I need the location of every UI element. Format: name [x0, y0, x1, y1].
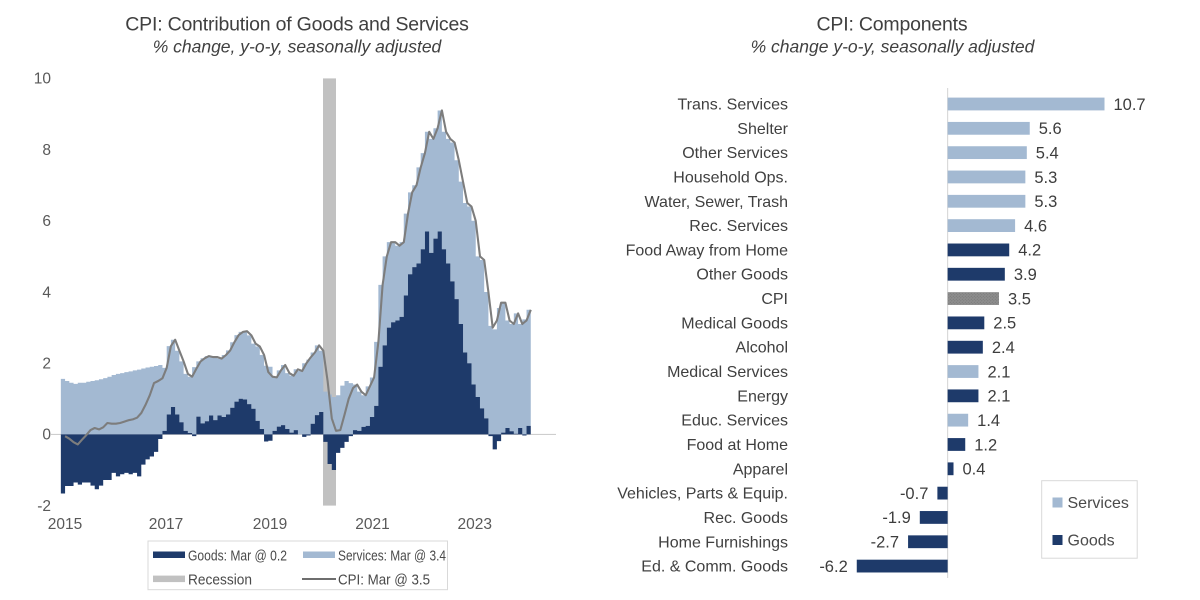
- svg-text:Goods: Mar @ 0.2: Goods: Mar @ 0.2: [188, 548, 287, 564]
- svg-text:Food at Home: Food at Home: [687, 437, 788, 454]
- svg-text:5.4: 5.4: [1036, 144, 1059, 162]
- svg-text:Services: Mar @ 3.4: Services: Mar @ 3.4: [338, 548, 446, 564]
- svg-text:-2.7: -2.7: [871, 534, 899, 552]
- svg-text:-0.7: -0.7: [900, 485, 928, 503]
- svg-text:Energy: Energy: [737, 388, 788, 405]
- svg-text:2023: 2023: [457, 516, 491, 533]
- svg-text:5.3: 5.3: [1034, 169, 1057, 187]
- svg-text:Home Furnishings: Home Furnishings: [658, 534, 788, 551]
- svg-text:0: 0: [42, 427, 51, 444]
- svg-text:10: 10: [34, 71, 52, 88]
- svg-text:2: 2: [42, 356, 51, 373]
- svg-text:-2: -2: [37, 498, 51, 515]
- svg-text:Goods: Goods: [1068, 533, 1115, 550]
- svg-text:CPI: Contribution of Goods and: CPI: Contribution of Goods and Services: [125, 14, 469, 36]
- svg-text:Apparel: Apparel: [733, 461, 788, 478]
- svg-text:0.4: 0.4: [963, 461, 986, 479]
- svg-text:2.5: 2.5: [993, 315, 1016, 333]
- svg-text:CPI: Mar @ 3.5: CPI: Mar @ 3.5: [338, 572, 430, 588]
- svg-text:Recession: Recession: [188, 572, 252, 588]
- svg-text:Rec. Services: Rec. Services: [689, 218, 788, 235]
- svg-text:2019: 2019: [253, 516, 287, 533]
- svg-text:4: 4: [42, 284, 51, 301]
- svg-text:2017: 2017: [149, 516, 183, 533]
- svg-text:% change y-o-y, seasonally adj: % change y-o-y, seasonally adjusted: [751, 37, 1036, 57]
- svg-text:Alcohol: Alcohol: [736, 340, 788, 357]
- svg-text:Food Away from Home: Food Away from Home: [626, 242, 789, 259]
- svg-text:Vehicles, Parts & Equip.: Vehicles, Parts & Equip.: [617, 486, 788, 503]
- svg-text:2.1: 2.1: [987, 363, 1010, 381]
- svg-text:2.4: 2.4: [992, 339, 1015, 357]
- svg-text:Other Goods: Other Goods: [696, 267, 788, 284]
- svg-text:Ed. & Comm. Goods: Ed. & Comm. Goods: [641, 559, 788, 576]
- svg-text:8: 8: [42, 142, 51, 159]
- svg-text:10.7: 10.7: [1114, 96, 1146, 114]
- svg-text:Trans. Services: Trans. Services: [677, 97, 788, 114]
- svg-text:5.6: 5.6: [1039, 120, 1062, 138]
- svg-text:4.6: 4.6: [1024, 217, 1047, 235]
- svg-text:2015: 2015: [48, 516, 82, 533]
- svg-text:Shelter: Shelter: [737, 121, 788, 138]
- svg-text:5.3: 5.3: [1034, 193, 1057, 211]
- svg-text:Services: Services: [1068, 495, 1129, 512]
- svg-text:2021: 2021: [355, 516, 389, 533]
- svg-text:Household Ops.: Household Ops.: [673, 169, 788, 186]
- svg-text:CPI: Components: CPI: Components: [817, 14, 968, 36]
- svg-text:-1.9: -1.9: [882, 509, 910, 527]
- svg-text:Water, Sewer, Trash: Water, Sewer, Trash: [645, 194, 788, 211]
- svg-text:-6.2: -6.2: [819, 558, 847, 576]
- svg-text:1.2: 1.2: [974, 436, 997, 454]
- svg-text:3.5: 3.5: [1008, 290, 1031, 308]
- svg-text:Educ. Services: Educ. Services: [681, 413, 788, 430]
- svg-text:Medical Goods: Medical Goods: [681, 315, 788, 332]
- svg-text:4.2: 4.2: [1018, 242, 1041, 260]
- svg-text:Other Services: Other Services: [682, 145, 788, 162]
- svg-text:Medical Services: Medical Services: [667, 364, 788, 381]
- svg-text:3.9: 3.9: [1014, 266, 1037, 284]
- svg-text:6: 6: [42, 213, 51, 230]
- svg-text:% change, y-o-y, seasonally ad: % change, y-o-y, seasonally adjusted: [153, 37, 443, 57]
- svg-text:Rec. Goods: Rec. Goods: [704, 510, 788, 527]
- svg-text:CPI: CPI: [761, 291, 788, 308]
- svg-text:1.4: 1.4: [977, 412, 1000, 430]
- svg-text:2.1: 2.1: [987, 388, 1010, 406]
